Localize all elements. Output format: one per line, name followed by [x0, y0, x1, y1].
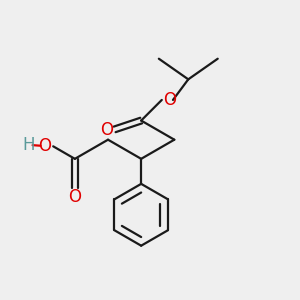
Text: O: O — [100, 121, 113, 139]
Text: O: O — [163, 91, 176, 109]
Text: O: O — [38, 137, 51, 155]
Text: O: O — [68, 188, 81, 206]
Text: H: H — [22, 136, 34, 154]
